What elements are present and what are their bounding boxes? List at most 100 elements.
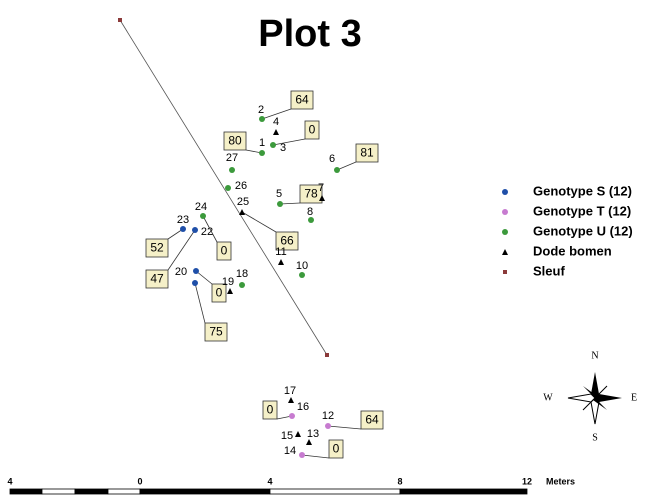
- legend-label: Dode bomen: [533, 243, 612, 258]
- callout-leader: [272, 138, 306, 146]
- callout-box: [275, 231, 299, 251]
- tree-label: 2: [258, 104, 264, 116]
- scale-unit: Meters: [546, 476, 575, 486]
- scale-label: 0: [137, 476, 142, 486]
- tree-marker: [306, 439, 312, 445]
- callout-box: [299, 184, 323, 204]
- callout-box: [262, 400, 278, 420]
- legend-marker: [502, 189, 508, 195]
- scale-segment: [399, 488, 528, 495]
- tree-label: 4: [273, 116, 279, 128]
- callout-leader: [167, 228, 184, 240]
- tree-label: 17: [284, 385, 296, 397]
- sleuf-end: [325, 353, 329, 357]
- legend-label: Sleuf: [533, 263, 565, 278]
- callout-value: 80: [228, 134, 242, 148]
- callout-leader: [241, 211, 277, 233]
- tree-label: 3: [280, 142, 286, 154]
- callout-value: 64: [295, 93, 309, 107]
- callout-value: 0: [221, 244, 228, 258]
- callout-leader: [194, 282, 206, 324]
- scale-label: 12: [522, 476, 532, 486]
- compass-n: N: [591, 350, 598, 361]
- callout-value: 64: [365, 413, 379, 427]
- callout-value: 47: [150, 272, 164, 286]
- scale-label: 8: [397, 476, 402, 486]
- tree-marker: [229, 167, 235, 173]
- tree-label: 23: [177, 214, 189, 226]
- callout-leader: [167, 229, 196, 271]
- legend-label: Genotype U (12): [533, 223, 633, 238]
- tree-label: 27: [226, 152, 238, 164]
- tree-marker: [193, 268, 199, 274]
- tree-label: 13: [307, 428, 319, 440]
- legend-label: Genotype S (12): [533, 183, 632, 198]
- tree-label: 12: [322, 410, 334, 422]
- callout-value: 52: [150, 241, 164, 255]
- tree-marker: [278, 259, 284, 265]
- callout-leader: [279, 202, 301, 205]
- tree-marker: [192, 280, 198, 286]
- tree-marker: [288, 397, 294, 403]
- tree-label: 1: [259, 137, 265, 149]
- tree-label: 20: [175, 266, 187, 278]
- scale-segment: [139, 488, 271, 495]
- scale-segment: [269, 488, 401, 495]
- tree-label: 10: [296, 260, 308, 272]
- compass-e: E: [631, 392, 637, 403]
- tree-marker: [270, 142, 276, 148]
- callout-leader: [261, 108, 292, 120]
- legend-marker: [503, 270, 507, 274]
- tree-marker: [259, 116, 265, 122]
- tree-marker: [319, 195, 325, 201]
- tree-label: 5: [276, 188, 282, 200]
- callout-box: [223, 131, 247, 151]
- tree-marker: [225, 185, 231, 191]
- tree-label: 14: [284, 445, 296, 457]
- tree-marker: [289, 413, 295, 419]
- tree-label: 24: [195, 201, 207, 213]
- callout-value: 0: [267, 403, 274, 417]
- tree-marker: [200, 213, 206, 219]
- tree-label: 18: [236, 268, 248, 280]
- tree-marker: [308, 217, 314, 223]
- legend-marker: [502, 209, 508, 215]
- tree-label: 8: [307, 206, 313, 218]
- sleuf-end: [118, 18, 122, 22]
- callout-value: 78: [304, 187, 318, 201]
- callout-value: 81: [360, 146, 374, 160]
- callout-leader: [327, 425, 362, 430]
- tree-marker: [295, 431, 301, 437]
- compass-s: S: [592, 432, 598, 443]
- tree-marker: [239, 282, 245, 288]
- tree-marker: [273, 129, 279, 135]
- scale-label: 4: [7, 476, 12, 486]
- callout-value: 75: [209, 325, 223, 339]
- callout-box: [360, 410, 384, 430]
- callout-box: [328, 439, 344, 459]
- tree-label: 26: [235, 180, 247, 192]
- callout-box: [304, 120, 320, 140]
- scale-label: 4: [267, 476, 272, 486]
- callout-box: [290, 90, 314, 110]
- callout-leader: [301, 454, 330, 459]
- legend-label: Genotype T (12): [533, 203, 631, 218]
- tree-label: 16: [297, 401, 309, 413]
- callout-box: [216, 241, 232, 261]
- callout-value: 0: [309, 123, 316, 137]
- tree-marker: [277, 201, 283, 207]
- compass-w: W: [543, 392, 553, 403]
- compass: N S W E: [543, 350, 637, 443]
- callout-value: 0: [333, 442, 340, 456]
- scale-segment: [41, 488, 76, 495]
- legend-marker: [502, 229, 508, 235]
- callout-leader: [202, 215, 218, 243]
- scale-segment: [9, 488, 43, 495]
- callout-box: [211, 283, 227, 303]
- tree-marker: [334, 167, 340, 173]
- sleuf-line: [119, 19, 328, 356]
- callout-value: 66: [280, 234, 294, 248]
- tree-marker: [180, 226, 186, 232]
- tree-marker: [259, 150, 265, 156]
